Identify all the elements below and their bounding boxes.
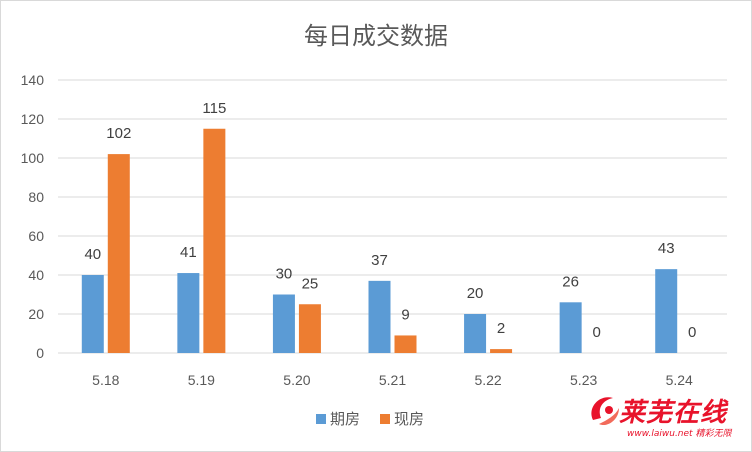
y-axis-ticks: 0 20 40 60 80 100 120 140 [21, 72, 45, 361]
data-label: 20 [467, 285, 484, 302]
y-tick-label: 100 [21, 150, 45, 166]
x-tick-label: 5.23 [570, 372, 597, 388]
watermark-subtext: www.laiwu.net 精彩无限 [627, 429, 732, 439]
y-tick-label: 60 [28, 228, 44, 244]
site-watermark: 莱芜在线 www.laiwu.net 精彩无限 [585, 388, 745, 446]
y-tick-label: 0 [36, 345, 44, 361]
bar-series1 [559, 302, 582, 353]
data-label: 37 [371, 252, 388, 269]
bar-series1 [81, 275, 104, 353]
chart-title: 每日成交数据 [304, 23, 448, 50]
bar-series1 [177, 273, 200, 353]
bar-series1 [464, 314, 487, 353]
data-label: 30 [276, 266, 293, 283]
data-label: 0 [688, 324, 696, 341]
data-label: 40 [84, 246, 101, 263]
bar-series1 [368, 280, 391, 353]
x-tick-label: 5.21 [379, 372, 406, 388]
data-label: 2 [497, 320, 505, 337]
data-label: 115 [202, 100, 226, 117]
bar-series1 [272, 294, 295, 353]
legend-label: 期房 [330, 411, 360, 428]
bars [81, 128, 678, 353]
bar-series1 [655, 269, 678, 353]
x-tick-label: 5.22 [474, 372, 501, 388]
bar-series2 [298, 304, 321, 353]
y-tick-label: 120 [21, 111, 45, 127]
y-tick-label: 140 [21, 72, 45, 88]
data-labels: 40 102 41 115 30 25 37 9 20 2 26 0 43 0 [84, 100, 696, 341]
x-tick-label: 5.24 [666, 372, 693, 388]
legend-label: 现房 [394, 411, 424, 428]
watermark-text: 莱芜在线 [619, 398, 728, 428]
bar-series2 [490, 349, 513, 353]
y-tick-label: 80 [28, 189, 44, 205]
data-label: 43 [658, 240, 675, 257]
y-tick-label: 20 [28, 306, 44, 322]
data-label: 0 [592, 324, 600, 341]
data-label: 9 [401, 306, 409, 323]
data-label: 26 [562, 273, 579, 290]
x-tick-label: 5.18 [92, 372, 119, 388]
bar-series2 [394, 335, 417, 353]
data-label: 102 [106, 125, 131, 142]
legend: 期房 现房 [316, 411, 424, 428]
bar-series2 [107, 154, 130, 353]
legend-swatch [316, 414, 326, 424]
watermark-logo-icon [591, 397, 619, 426]
x-axis-ticks: 5.18 5.19 5.20 5.21 5.22 5.23 5.24 [92, 372, 693, 388]
legend-swatch [380, 414, 390, 424]
x-tick-label: 5.19 [188, 372, 215, 388]
data-label: 25 [302, 275, 319, 292]
bar-series2 [203, 128, 226, 353]
y-tick-label: 40 [28, 267, 44, 283]
x-tick-label: 5.20 [283, 372, 310, 388]
data-label: 41 [180, 244, 197, 261]
gridlines [58, 79, 727, 354]
